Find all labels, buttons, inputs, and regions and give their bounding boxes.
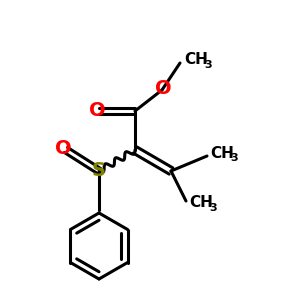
Text: S: S: [92, 161, 106, 181]
Text: O: O: [155, 79, 172, 98]
Text: O: O: [55, 139, 71, 158]
Text: CH: CH: [210, 146, 234, 161]
Text: 3: 3: [209, 202, 217, 213]
Text: 3: 3: [205, 60, 212, 70]
Text: CH: CH: [189, 195, 213, 210]
Text: O: O: [89, 101, 106, 121]
Text: 3: 3: [230, 153, 238, 164]
Text: CH: CH: [184, 52, 208, 68]
